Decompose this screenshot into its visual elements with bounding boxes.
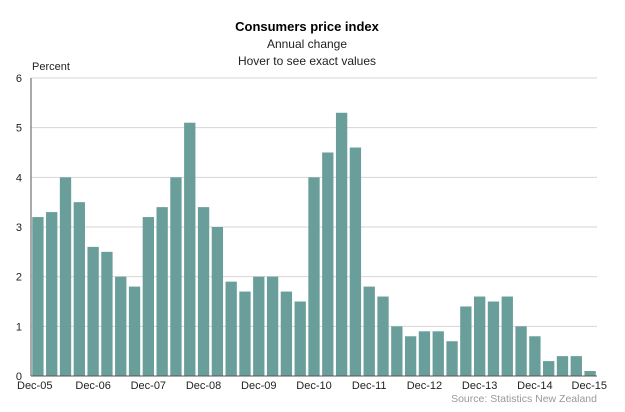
bar-jun-13[interactable] [446, 341, 458, 376]
y-tick-label: 2 [16, 272, 22, 284]
bar-dec-11[interactable] [363, 286, 375, 376]
y-tick-label: 5 [16, 123, 22, 135]
bar-mar-06[interactable] [46, 212, 58, 376]
bar-jun-06[interactable] [59, 177, 72, 376]
y-tick-labels: 0 1 2 3 4 5 6 [16, 73, 22, 383]
bar-sep-07[interactable] [128, 286, 141, 376]
x-tick-label: Dec-08 [186, 380, 221, 392]
bar-dec-09[interactable] [253, 276, 265, 376]
bar-dec-05[interactable] [32, 217, 44, 376]
bar-mar-11[interactable] [322, 152, 334, 377]
x-tick-label: Dec-14 [517, 380, 552, 392]
hover-hint: Hover to see exact values [238, 54, 376, 68]
bar-sep-14[interactable] [515, 326, 527, 376]
bar-dec-12[interactable] [418, 331, 431, 376]
bar-jun-12[interactable] [391, 326, 403, 376]
axes [30, 78, 597, 377]
bar-jun-14[interactable] [501, 296, 513, 376]
bar-sep-09[interactable] [239, 291, 251, 376]
bar-sep-12[interactable] [404, 336, 417, 376]
x-tick-label: Dec-10 [296, 380, 331, 392]
bar-dec-07[interactable] [142, 217, 154, 376]
bar-mar-13[interactable] [432, 331, 444, 376]
x-tick-labels: Dec-05 Dec-06 Dec-07 Dec-08 Dec-09 Dec-10 Dec-… [17, 380, 607, 392]
bar-sep-06[interactable] [73, 202, 85, 376]
x-tick-label: Dec-09 [241, 380, 276, 392]
chart-subtitle: Annual change [267, 37, 347, 51]
bar-jun-15[interactable] [556, 356, 569, 376]
x-tick-label: Dec-11 [352, 380, 387, 392]
bar-jun-07[interactable] [115, 276, 127, 376]
chart-title: Consumers price index [235, 19, 380, 34]
bar-jun-10[interactable] [280, 291, 293, 376]
y-axis-label: Percent [32, 61, 70, 73]
bar-jun-09[interactable] [225, 281, 237, 376]
bar-dec-14[interactable] [529, 336, 541, 376]
bar-mar-14[interactable] [487, 301, 500, 377]
source-note: Source: Statistics New Zealand [451, 393, 597, 405]
bar-sep-11[interactable] [349, 147, 362, 376]
y-tick-label: 6 [16, 73, 22, 85]
bar-dec-06[interactable] [87, 246, 99, 376]
bar-jun-08[interactable] [170, 177, 182, 376]
bars [32, 112, 596, 377]
y-tick-label: 1 [16, 321, 22, 333]
bar-dec-08[interactable] [197, 207, 210, 376]
x-tick-label: Dec-06 [75, 380, 110, 392]
bar-sep-15[interactable] [570, 356, 582, 376]
bar-mar-08[interactable] [156, 207, 168, 376]
y-tick-label: 3 [16, 222, 22, 234]
x-tick-label: Dec-07 [131, 380, 166, 392]
bar-sep-13[interactable] [460, 306, 472, 376]
x-tick-label: Dec-12 [407, 380, 442, 392]
bar-mar-09[interactable] [211, 227, 224, 376]
x-tick-label: Dec-15 [572, 380, 607, 392]
bar-dec-10[interactable] [308, 177, 320, 376]
y-tick-label: 0 [16, 371, 22, 383]
bar-mar-12[interactable] [377, 296, 389, 376]
bar-jun-11[interactable] [335, 112, 348, 377]
bar-mar-07[interactable] [101, 251, 113, 376]
bar-dec-13[interactable] [474, 296, 486, 376]
y-tick-label: 4 [16, 172, 22, 184]
x-tick-label: Dec-05 [17, 380, 52, 392]
bar-sep-10[interactable] [294, 301, 306, 377]
bar-mar-10[interactable] [266, 276, 279, 376]
bar-mar-15[interactable] [543, 361, 555, 376]
bar-sep-08[interactable] [184, 122, 196, 376]
x-tick-label: Dec-13 [462, 380, 497, 392]
bar-dec-15[interactable] [584, 371, 596, 376]
